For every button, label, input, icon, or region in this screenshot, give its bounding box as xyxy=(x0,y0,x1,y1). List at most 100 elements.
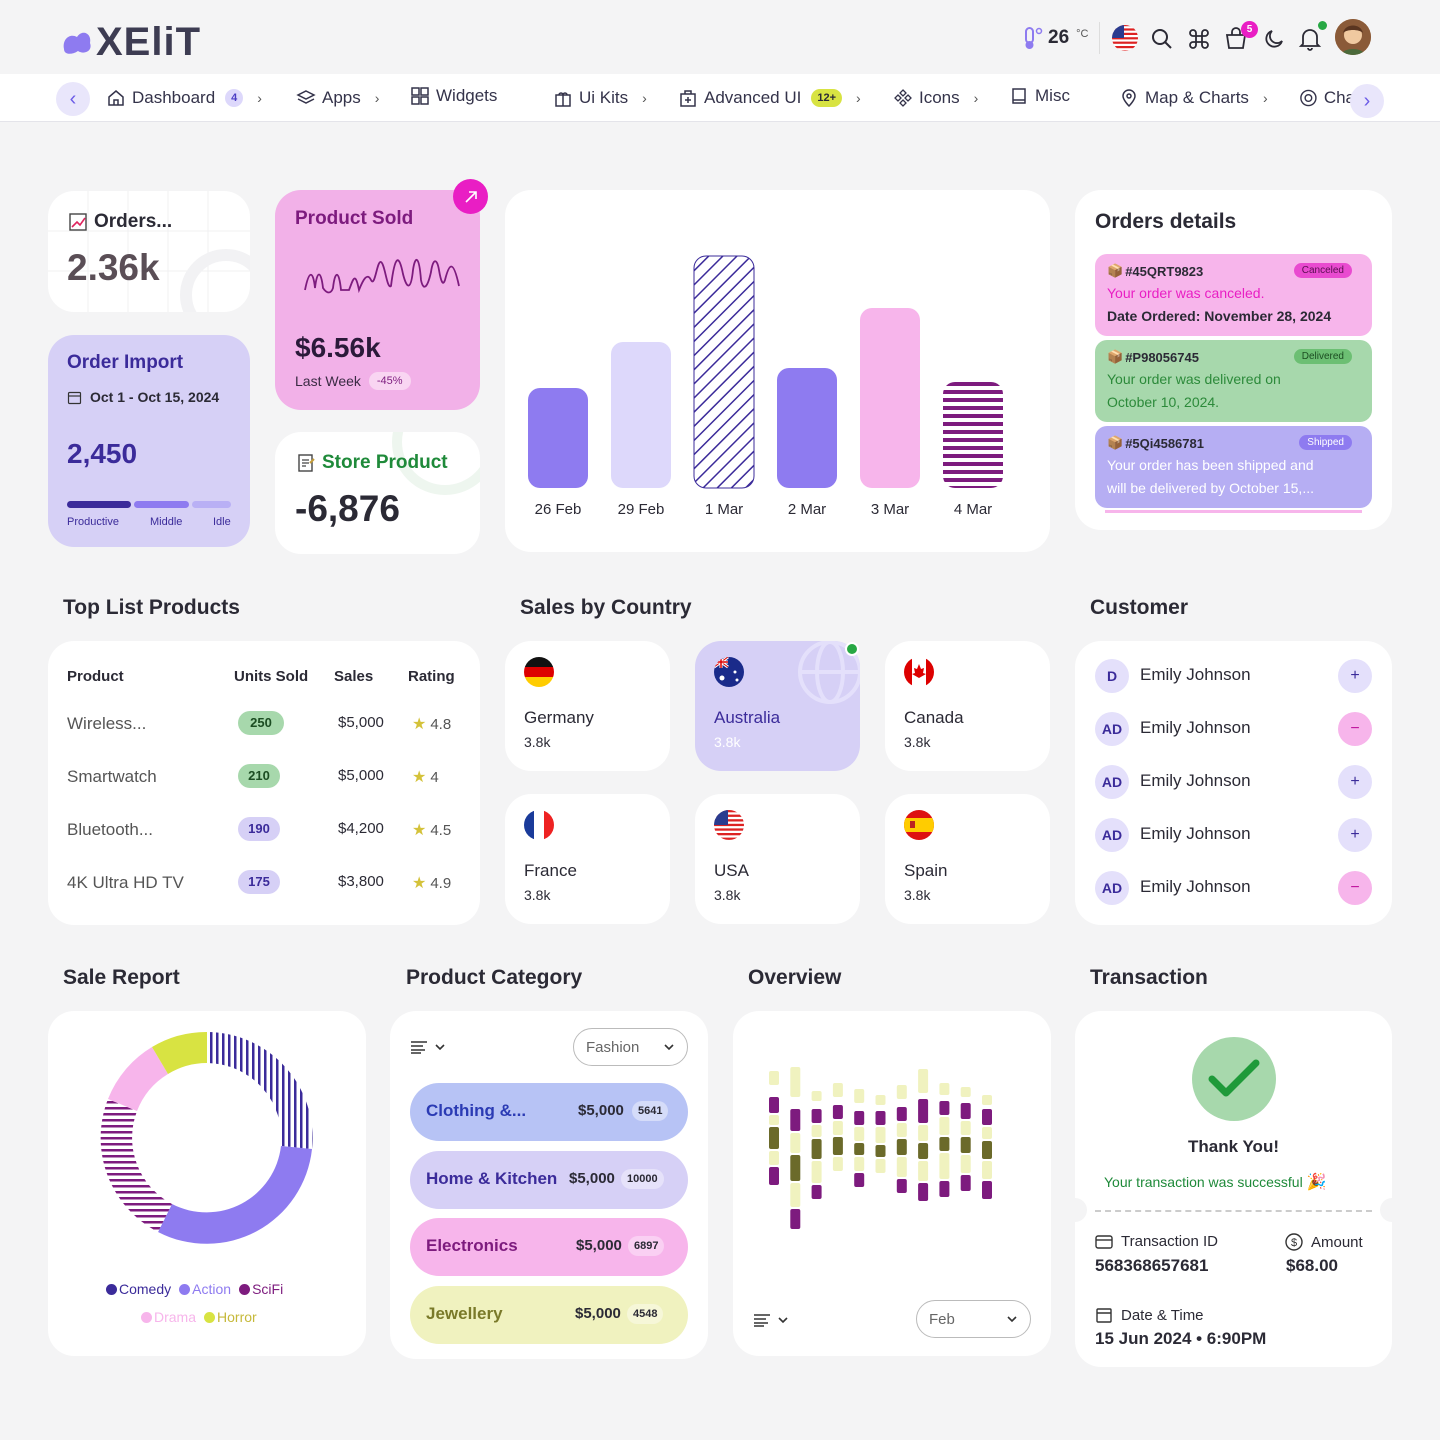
country-card-spain[interactable]: Spain 3.8k xyxy=(885,794,1050,924)
customer-row[interactable]: AD Emily Johnson + xyxy=(1075,816,1392,854)
nav-item-icons[interactable]: Icons › xyxy=(893,74,978,122)
customer-name: Emily Johnson xyxy=(1140,665,1251,684)
country-card-germany[interactable]: Germany 3.8k xyxy=(505,641,670,771)
month-select[interactable]: Feb xyxy=(916,1300,1031,1338)
category-item[interactable]: Electronics $5,000 6897 xyxy=(410,1218,688,1276)
weather-widget: 26 °C xyxy=(1018,24,1088,52)
table-row[interactable]: 4K Ultra HD TV 175 $3,800 ★ 4.9 xyxy=(48,864,480,910)
moon-icon[interactable] xyxy=(1262,27,1286,51)
overview-segment xyxy=(939,1181,950,1197)
category-select[interactable]: Fashion xyxy=(573,1028,688,1066)
sort-menu-button[interactable] xyxy=(410,1039,446,1055)
order-item-delivered[interactable]: 📦 #P98056745 Delivered Your order was del… xyxy=(1095,340,1372,422)
command-icon[interactable] xyxy=(1187,27,1211,51)
order-id: #45QRT9823 xyxy=(1125,263,1204,279)
overview-segment xyxy=(918,1099,929,1123)
cart-icon[interactable] xyxy=(1224,27,1250,51)
country-card-usa[interactable]: USA 3.8k xyxy=(695,794,860,924)
transaction-title: Transaction xyxy=(1090,966,1208,989)
bar-2-mar[interactable] xyxy=(777,368,837,488)
overview-segment xyxy=(811,1185,822,1199)
card-icon xyxy=(1095,1234,1113,1249)
category-amount: $5,000 xyxy=(576,1237,622,1254)
sales-value: $5,000 xyxy=(338,767,384,784)
overview-segment xyxy=(896,1139,907,1155)
nav-label: Advanced UI xyxy=(704,88,802,107)
nav-item-map-charts[interactable]: Map & Charts › xyxy=(1119,74,1268,122)
nav-item-advanced-ui[interactable]: Advanced UI 12+ › xyxy=(678,74,861,122)
nav-label: Ui Kits xyxy=(579,88,629,107)
order-line1: Your order was delivered on xyxy=(1107,371,1281,387)
overview-segment xyxy=(918,1143,929,1159)
overview-segment xyxy=(875,1095,886,1105)
country-card-canada[interactable]: Canada 3.8k xyxy=(885,641,1050,771)
nav-item-misc[interactable]: Misc xyxy=(1009,72,1070,120)
date-value: 15 Jun 2024 • 6:90PM xyxy=(1095,1329,1267,1348)
nav-next-button[interactable]: › xyxy=(1350,84,1384,118)
overview-segment xyxy=(769,1097,779,1113)
slice-scifi xyxy=(100,1099,172,1232)
nav-item-ui-kits[interactable]: Ui Kits › xyxy=(553,74,647,122)
bar-3-mar[interactable] xyxy=(860,308,920,488)
category-item[interactable]: Jewellery $5,000 4548 xyxy=(410,1286,688,1344)
remove-customer-button[interactable]: − xyxy=(1338,712,1372,746)
us-flag-icon[interactable] xyxy=(1111,24,1139,52)
transaction-id-value: 568368657681 xyxy=(1095,1256,1209,1275)
bar-chart-card: 26 Feb 29 Feb 1 Mar 2 Mar 3 Mar 4 Mar xyxy=(505,190,1050,552)
menu-lines-icon xyxy=(754,1314,770,1327)
country-name: France xyxy=(524,861,577,880)
sales-value: $3,800 xyxy=(338,873,384,890)
legend-comedy: Comedy xyxy=(106,1281,171,1297)
top-list-card: Product Units Sold Sales Rating Wireless… xyxy=(48,641,480,925)
customer-row[interactable]: AD Emily Johnson − xyxy=(1075,710,1392,748)
bar-1-mar[interactable] xyxy=(693,255,755,489)
legend-dot xyxy=(204,1311,216,1323)
category-item[interactable]: Clothing &... $5,000 5641 xyxy=(410,1083,688,1141)
overview-segment xyxy=(875,1159,886,1173)
add-customer-button[interactable]: + xyxy=(1338,818,1372,852)
customer-row[interactable]: AD Emily Johnson − xyxy=(1075,869,1392,907)
table-row[interactable]: Smartwatch 210 $5,000 ★ 4 xyxy=(48,758,480,804)
bar-4-mar[interactable] xyxy=(943,382,1003,488)
open-arrow-button[interactable] xyxy=(453,179,488,214)
briefcase-plus-icon xyxy=(680,90,696,107)
home-icon xyxy=(108,90,124,106)
category-amount: $5,000 xyxy=(569,1170,615,1187)
overview-segment xyxy=(918,1183,929,1201)
country-card-france[interactable]: France 3.8k xyxy=(505,794,670,924)
nav-item-widgets[interactable]: Widgets xyxy=(410,72,497,120)
overview-menu-button[interactable] xyxy=(753,1312,789,1328)
legend-label: Horror xyxy=(217,1309,257,1325)
overview-segment xyxy=(896,1157,907,1177)
add-customer-button[interactable]: + xyxy=(1338,765,1372,799)
overview-segment xyxy=(960,1121,971,1135)
product-name: Smartwatch xyxy=(67,767,157,786)
add-customer-button[interactable]: + xyxy=(1338,659,1372,693)
customer-row[interactable]: D Emily Johnson + xyxy=(1075,657,1392,695)
order-item-shipped[interactable]: 📦 #5Qi4586781 Shipped Your order has been… xyxy=(1095,426,1372,508)
thanks-text: Thank You! xyxy=(1188,1137,1279,1156)
order-item-canceled[interactable]: 📦 #45QRT9823 Canceled Your order was canc… xyxy=(1095,254,1372,336)
bar-29-feb[interactable] xyxy=(611,342,671,488)
remove-customer-button[interactable]: − xyxy=(1338,871,1372,905)
country-card-australia[interactable]: Australia 3.8k xyxy=(695,641,860,771)
country-name: USA xyxy=(714,861,749,880)
nav-item-charts[interactable]: Cha xyxy=(1299,74,1355,122)
nav-item-apps[interactable]: Apps › xyxy=(296,74,379,122)
nav-item-dashboard[interactable]: Dashboard 4 › xyxy=(106,74,262,122)
logo[interactable]: XEliT xyxy=(60,22,201,62)
customer-row[interactable]: AD Emily Johnson + xyxy=(1075,763,1392,801)
arrow-up-right-icon xyxy=(464,190,477,203)
table-row[interactable]: Wireless... 250 $5,000 ★ 4.8 xyxy=(48,705,480,751)
avatar[interactable] xyxy=(1335,19,1371,55)
nav-prev-button[interactable]: ‹ xyxy=(56,82,90,116)
legend-idle: Idle xyxy=(213,516,231,528)
bell-icon[interactable] xyxy=(1298,26,1322,52)
bar-26-feb[interactable] xyxy=(528,388,588,488)
overview-segment xyxy=(918,1125,929,1141)
overview-segment xyxy=(769,1115,779,1125)
category-item[interactable]: Home & Kitchen $5,000 10000 xyxy=(410,1151,688,1209)
table-row[interactable]: Bluetooth... 190 $4,200 ★ 4.5 xyxy=(48,811,480,857)
category-count: 4548 xyxy=(627,1304,664,1324)
search-icon[interactable] xyxy=(1150,27,1174,51)
